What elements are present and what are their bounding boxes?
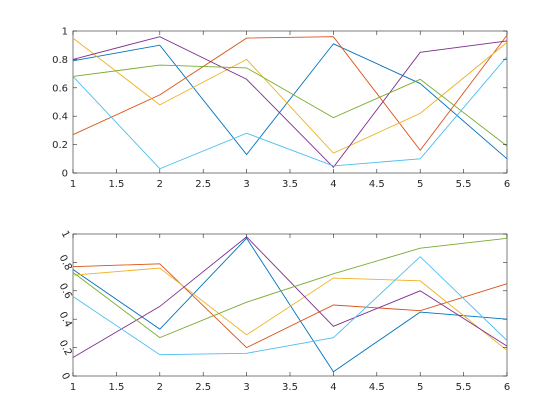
series-line-5 <box>72 64 508 147</box>
y-tick-label: 0.8 <box>52 55 68 66</box>
series-line-6 <box>72 256 508 356</box>
x-tick-label: 4 <box>330 382 336 393</box>
y-tick-label: 0.6 <box>52 83 68 94</box>
x-tick-label: 1.5 <box>108 179 124 190</box>
top-plot: 1 1.5 2 2.5 3 3.5 4 4.5 5 5.5 6 0 0.2 0.4 0.6 0.8 1 <box>52 27 510 191</box>
bottom-plot: 1 1.5 2 2.5 3 3.5 4 4.5 5 5.5 6 0 0.2 0.4 0.6 0.8 1 <box>57 229 511 393</box>
x-tick-label: 3.5 <box>282 382 298 393</box>
y-tick-label: 1 <box>59 229 72 240</box>
x-tick-label: 4 <box>330 179 336 190</box>
y-tick-label: 0.2 <box>57 338 74 357</box>
x-tick-label: 1 <box>70 179 76 190</box>
y-tick-label: 0.6 <box>57 282 74 301</box>
y-tick-label: 0.2 <box>52 140 68 151</box>
y-tick-label: 0 <box>62 169 68 180</box>
x-tick-label: 6 <box>504 179 510 190</box>
x-tick-label: 5.5 <box>456 382 472 393</box>
y-tick-label: 0.4 <box>57 310 74 329</box>
series-line-4 <box>72 236 508 358</box>
series-line-1 <box>72 237 508 373</box>
x-tick-label: 4.5 <box>369 382 385 393</box>
series-line-4 <box>72 36 508 169</box>
y-tick-label: 0.4 <box>52 112 68 123</box>
x-tick-label: 6 <box>504 382 510 393</box>
y-tick-label: 0 <box>59 371 72 382</box>
x-tick-label: 1.5 <box>108 382 124 393</box>
x-tick-label: 5.5 <box>456 179 472 190</box>
x-tick-label: 4.5 <box>369 179 385 190</box>
x-tick-label: 3 <box>243 382 249 393</box>
series-line-2 <box>72 34 508 152</box>
series-line-3 <box>72 37 508 154</box>
series-line-5 <box>72 237 508 339</box>
series-line-1 <box>72 43 508 160</box>
x-tick-label: 3 <box>243 179 249 190</box>
x-tick-label: 2 <box>157 179 163 190</box>
y-tick-label: 0.8 <box>57 253 74 272</box>
x-tick-label: 2.5 <box>195 179 211 190</box>
x-tick-label: 1 <box>70 382 76 393</box>
series-line-3 <box>72 267 508 351</box>
y-tick-label: 1 <box>62 27 68 38</box>
x-tick-label: 2 <box>157 382 163 393</box>
x-tick-label: 2.5 <box>195 382 211 393</box>
x-tick-label: 5 <box>417 179 423 190</box>
series-line-2 <box>72 263 508 349</box>
x-tick-label: 5 <box>417 382 423 393</box>
series-line-6 <box>72 56 508 170</box>
x-tick-label: 3.5 <box>282 179 298 190</box>
